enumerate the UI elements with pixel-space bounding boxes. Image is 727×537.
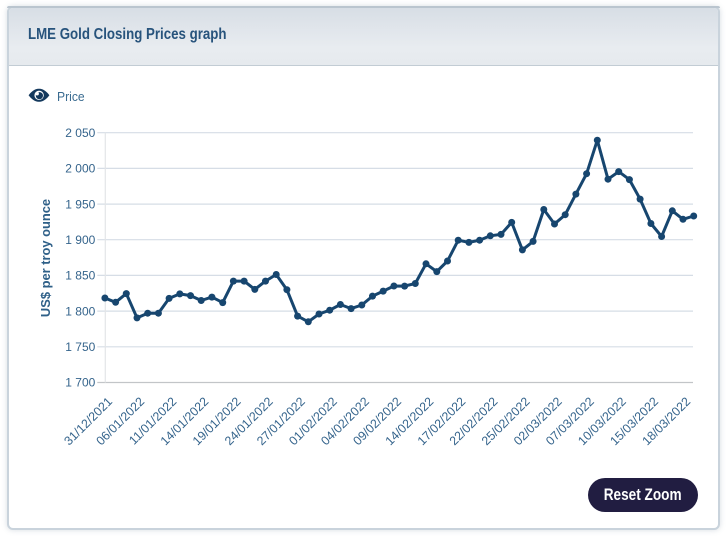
svg-text:1 900: 1 900 [65, 233, 95, 247]
svg-text:1 950: 1 950 [65, 197, 95, 211]
svg-text:1 850: 1 850 [65, 269, 95, 283]
svg-text:1 700: 1 700 [65, 376, 95, 390]
svg-text:1 800: 1 800 [65, 304, 95, 318]
svg-text:2 000: 2 000 [65, 162, 95, 176]
svg-text:2 050: 2 050 [65, 126, 95, 140]
svg-text:US$ per troy ounce: US$ per troy ounce [38, 199, 53, 317]
svg-text:1 750: 1 750 [65, 340, 95, 354]
